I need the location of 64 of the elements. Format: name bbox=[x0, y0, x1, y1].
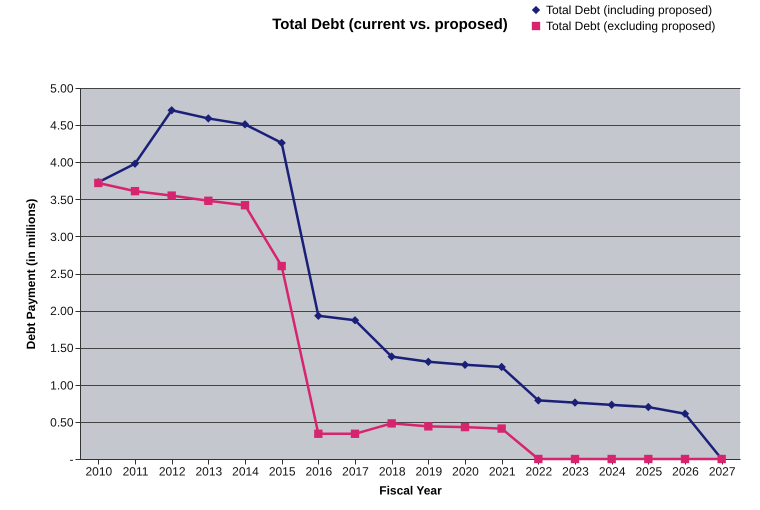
x-tick-label: 2024 bbox=[598, 464, 626, 478]
point bbox=[680, 454, 690, 464]
y-tick-label: 4.50 bbox=[50, 118, 74, 133]
point bbox=[314, 430, 323, 438]
y-tick-label: 1.00 bbox=[50, 378, 74, 392]
x-tick-label: 2016 bbox=[305, 464, 333, 478]
y-tick-label: 4.00 bbox=[50, 156, 74, 170]
point bbox=[350, 316, 360, 324]
point bbox=[387, 352, 396, 361]
y-tick-label: 0.50 bbox=[50, 415, 74, 430]
point bbox=[460, 360, 470, 369]
point bbox=[204, 114, 213, 123]
legend-label: Total Debt (excluding proposed) bbox=[546, 19, 716, 33]
x-tick-label: 2027 bbox=[708, 464, 736, 478]
chart-title: Total Debt (current vs. proposed) bbox=[272, 16, 508, 33]
point bbox=[350, 430, 360, 438]
y-tick-label: 3.50 bbox=[50, 192, 74, 207]
point bbox=[130, 186, 140, 196]
x-tick-label: 2020 bbox=[452, 464, 480, 478]
x-tick-label: 2021 bbox=[488, 464, 516, 478]
x-tick-label: 2022 bbox=[525, 464, 553, 478]
x-tick-label: 2026 bbox=[672, 464, 700, 478]
point bbox=[240, 201, 250, 210]
y-axis-title: Debt Payment (in millions) bbox=[24, 198, 38, 350]
point bbox=[424, 422, 433, 431]
point bbox=[570, 454, 580, 464]
point bbox=[644, 454, 653, 464]
x-tick-label: 2011 bbox=[122, 464, 149, 478]
x-tick-label: 2023 bbox=[562, 464, 590, 478]
y-tick-label: 2.50 bbox=[50, 267, 74, 281]
x-tick-label: 2019 bbox=[415, 464, 443, 478]
y-tick-label: 3.00 bbox=[50, 230, 74, 244]
point bbox=[204, 196, 213, 205]
point bbox=[644, 402, 653, 412]
x-axis-title: Fiscal Year bbox=[379, 484, 442, 498]
point bbox=[534, 454, 543, 464]
point bbox=[460, 422, 470, 432]
point bbox=[607, 454, 616, 464]
point bbox=[424, 358, 433, 366]
point bbox=[277, 262, 286, 270]
point bbox=[240, 120, 250, 129]
legend-label: Total Debt (including proposed) bbox=[546, 3, 712, 17]
x-tick-label: 2017 bbox=[342, 464, 370, 478]
x-tick-label: 2014 bbox=[232, 464, 260, 478]
point bbox=[570, 398, 580, 407]
x-tick-label: 2010 bbox=[85, 464, 113, 478]
x-tick-label: 2015 bbox=[268, 464, 296, 478]
y-tick-label: 5.00 bbox=[50, 82, 74, 96]
x-tick-label: 2025 bbox=[635, 464, 663, 478]
point bbox=[680, 410, 690, 418]
x-tick-label: 2012 bbox=[158, 464, 186, 478]
y-tick-label: 1.50 bbox=[50, 341, 74, 356]
point bbox=[607, 400, 616, 410]
point bbox=[167, 191, 176, 200]
point bbox=[387, 419, 396, 428]
y-tick-label: - bbox=[70, 452, 74, 466]
point bbox=[314, 312, 323, 320]
x-tick-label: 2013 bbox=[195, 464, 223, 478]
point bbox=[130, 160, 140, 168]
x-tick-label: 2018 bbox=[378, 464, 406, 478]
point bbox=[497, 424, 506, 433]
point bbox=[277, 138, 286, 148]
point bbox=[167, 106, 176, 114]
y-tick-label: 2.00 bbox=[50, 304, 74, 318]
